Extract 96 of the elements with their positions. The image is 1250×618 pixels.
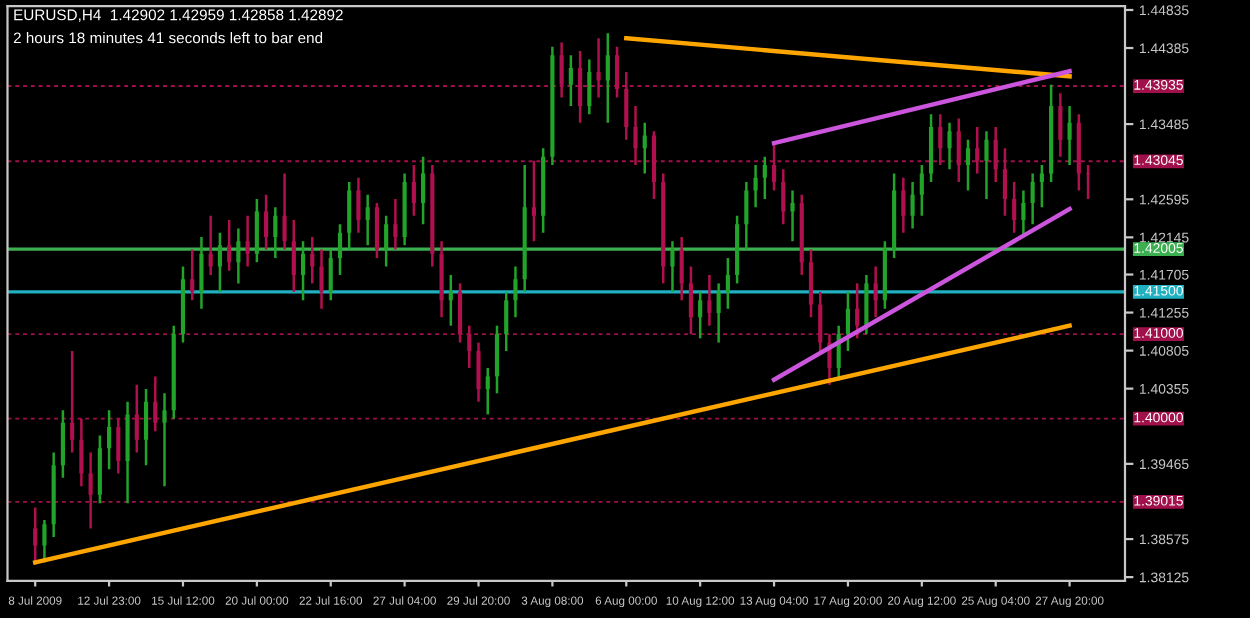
candlestick [845, 290, 851, 353]
candlestick [310, 235, 315, 285]
candlestick [679, 235, 684, 302]
candlestick [199, 235, 204, 311]
candlestick [70, 349, 75, 454]
candlestick [448, 273, 453, 327]
candlestick [975, 125, 980, 175]
candlestick [217, 231, 222, 294]
candlestick [568, 53, 573, 108]
candlestick [485, 366, 490, 416]
candlestick [467, 324, 472, 370]
candlestick [319, 248, 324, 311]
candlestick [624, 70, 629, 141]
candlestick [347, 180, 352, 251]
candlestick [245, 214, 250, 268]
candlestick [134, 383, 139, 454]
candlestick [476, 341, 481, 403]
candlestick [984, 130, 989, 201]
candlestick [393, 197, 398, 251]
candlestick [264, 193, 269, 251]
candlestick [282, 172, 287, 251]
candlestick [236, 227, 241, 285]
candlestick [605, 31, 610, 125]
candlestick [300, 239, 306, 302]
candlestick [457, 282, 463, 344]
candlestick [328, 248, 333, 302]
candlestick [578, 49, 583, 125]
candlestick [771, 142, 777, 192]
candlestick [670, 239, 675, 294]
candlestick [254, 197, 259, 264]
candlestick [107, 408, 112, 471]
candlestick [1067, 104, 1072, 167]
candlestick [273, 206, 278, 260]
candlestick [901, 176, 906, 234]
candlestick [725, 256, 730, 311]
candlestick [864, 273, 869, 336]
candlestick [153, 375, 158, 433]
candlestick [947, 121, 952, 171]
candlestick [116, 417, 121, 475]
candlestick [744, 180, 749, 251]
candlestick [384, 214, 389, 268]
candlestick [421, 155, 426, 226]
candlestick [531, 159, 536, 243]
candlestick [97, 434, 102, 505]
candlestick [688, 265, 694, 336]
candlestick [928, 113, 934, 184]
candlestick [910, 180, 915, 230]
candlestick [337, 222, 343, 277]
candlestick [143, 387, 149, 467]
candlestick [513, 265, 518, 319]
candlestick [494, 324, 500, 395]
candlestick [873, 265, 878, 319]
candlestick [504, 290, 509, 353]
candlestick [125, 400, 130, 505]
candlestick [559, 41, 564, 99]
candlestick [42, 518, 47, 564]
candlestick [1002, 146, 1008, 218]
candlestick [642, 121, 647, 175]
candlestick [790, 189, 795, 243]
candlestick [1039, 163, 1044, 209]
candlestick [651, 130, 657, 201]
candlestick [374, 201, 379, 260]
candlestick [818, 290, 823, 353]
candlestick [762, 155, 767, 201]
candlestick [162, 392, 167, 488]
candlestick [956, 117, 961, 184]
candlestick [227, 218, 232, 272]
candlestick [1012, 180, 1017, 234]
candlestick [808, 248, 814, 319]
candlestick [753, 163, 758, 209]
candlestick [587, 58, 592, 116]
candlestick [1058, 91, 1063, 158]
candlestick [707, 273, 712, 327]
candlestick [938, 113, 943, 167]
candlestick [79, 417, 84, 488]
candlestick [88, 451, 93, 530]
candlestick [919, 163, 924, 218]
candlestick [1021, 189, 1026, 239]
candlestick [993, 125, 998, 184]
candlestick [614, 45, 620, 99]
candlestick [439, 239, 444, 319]
candlestick [781, 168, 786, 226]
candlestick [716, 282, 721, 344]
candlestick [208, 214, 213, 277]
candlestick [411, 163, 416, 218]
candlestick [291, 218, 296, 294]
candlestick [365, 193, 370, 247]
candlestick [190, 248, 195, 302]
candlestick [855, 282, 860, 340]
candlestick [356, 176, 361, 234]
candlestick [698, 290, 703, 340]
candlestick [60, 408, 65, 480]
candlestick [1030, 172, 1035, 226]
candlestick [965, 138, 971, 192]
candlestick [633, 104, 638, 167]
candlestick [596, 37, 601, 99]
